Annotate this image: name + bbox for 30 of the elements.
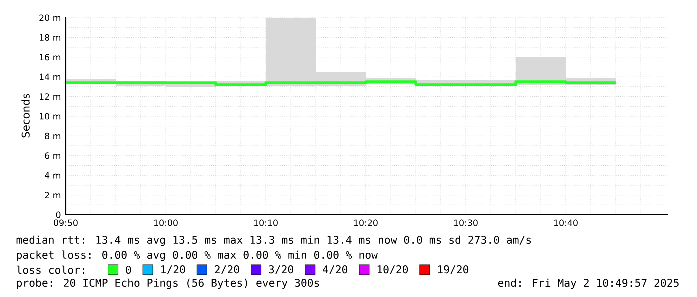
y-tick-label: 16 m — [40, 54, 61, 61]
y-tick-label: 18 m — [40, 34, 61, 41]
y-tick-label: 0 — [56, 212, 61, 218]
text: end: Fri May 2 10:49:57 2025 — [498, 278, 679, 290]
y-tick-label: 8 m — [45, 132, 61, 140]
text: probe: 20 ICMP Echo Pings (56 Bytes) every 300s — [17, 278, 320, 290]
y-tick-label: 4 m — [45, 172, 61, 179]
legend-title: loss color: — [17, 266, 84, 274]
text: packet loss: 0.00 % avg 0.00 % max 0.00 % min 0.00 % now — [17, 250, 378, 262]
legend-label: 0 — [126, 266, 132, 274]
x-tick-label: 10:30 — [454, 220, 478, 226]
text: median rtt: 13.4 ms avg 13.5 ms max 13.3 ms min 13.4 ms now 0.0 ms sd 273.0 am/s — [16, 236, 532, 246]
y-tick-label: 2 m — [45, 192, 61, 199]
legend-label: 19/20 — [438, 266, 469, 274]
legend-label: 4/20 — [323, 266, 348, 274]
x-tick-label: 10:20 — [354, 220, 378, 226]
legend-label: 10/20 — [378, 266, 408, 274]
y-axis-title: Seconds — [22, 94, 30, 138]
legend-label: 1/20 — [162, 266, 186, 274]
y-tick-label: 6 m — [45, 152, 61, 160]
legend-label: 2/20 — [215, 266, 240, 274]
x-tick-label: 10:00 — [154, 220, 178, 226]
y-tick-label: 10 m — [40, 113, 61, 120]
x-tick-label: 10:10 — [254, 220, 278, 226]
y-tick-label: 20 m — [40, 14, 61, 22]
y-tick-label: 14 m — [40, 74, 61, 80]
legend-label: 3/20 — [269, 266, 294, 274]
x-tick-label: 10:40 — [554, 220, 578, 226]
x-tick-label: 09:50 — [54, 220, 78, 226]
y-tick-label: 12 m — [40, 94, 61, 100]
